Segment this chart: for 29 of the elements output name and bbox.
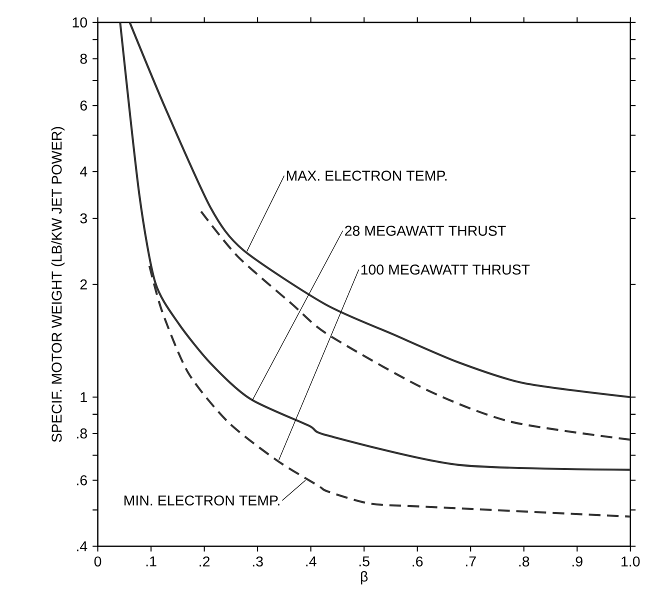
line-series [128, 21, 632, 398]
y-tick-label: .6 [77, 475, 87, 486]
x-axis-title: β [360, 571, 368, 584]
y-tick-label: 10 [72, 17, 88, 28]
y-tick-label: 4 [80, 166, 88, 176]
x-tick-label: 0 [94, 556, 102, 567]
annotation: 28 MEGAWATT THRUST [345, 226, 506, 236]
x-tick-label: 1.0 [622, 556, 640, 567]
y-tick-label: 2 [80, 279, 87, 290]
x-tick-label: .8 [519, 556, 530, 567]
annotation: MIN. ELECTRON TEMP. [124, 495, 280, 506]
line-series [200, 210, 632, 441]
x-tick-label: .4 [306, 556, 316, 566]
x-tick-label: .5 [359, 556, 370, 566]
x-tick-label: .7 [466, 556, 476, 566]
x-tick-label: .1 [146, 556, 156, 566]
x-tick-label: .6 [412, 556, 423, 567]
x-tick-label: .3 [252, 556, 263, 567]
y-tick-label: 6 [80, 100, 87, 111]
annotation: 100 MEGAWATT THRUST [361, 264, 530, 275]
x-tick-label: .2 [200, 556, 210, 566]
y-tick-label: 8 [80, 54, 87, 64]
y-tick-label: 3 [80, 213, 87, 224]
x-tick-label: .9 [572, 556, 582, 567]
y-axis-title: SPECIF. MOTOR WEIGHT (LB/KW JET POWER) [51, 127, 65, 442]
annotation: MAX. ELECTRON TEMP. [286, 170, 447, 181]
y-tick-label: 1 [80, 392, 87, 402]
y-tick-label: .4 [77, 541, 88, 552]
y-tick-label: .8 [77, 428, 87, 439]
